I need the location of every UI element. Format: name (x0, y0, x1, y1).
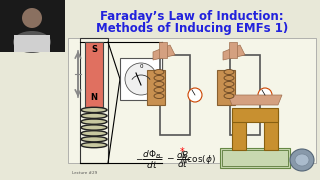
Ellipse shape (224, 93, 234, 98)
Text: Lecture #29: Lecture #29 (72, 171, 97, 175)
Bar (0, 52, 65, 180)
Ellipse shape (81, 131, 107, 136)
Ellipse shape (295, 154, 309, 166)
Ellipse shape (81, 125, 107, 130)
Text: Methods of Inducing EMFs 1): Methods of Inducing EMFs 1) (96, 22, 288, 35)
Bar (0, 0, 65, 52)
Bar (220, 148, 290, 168)
Bar (217, 70, 235, 105)
Circle shape (22, 8, 42, 28)
Bar (80, 38, 108, 163)
Bar (120, 58, 162, 100)
Ellipse shape (13, 31, 51, 53)
Text: N: N (91, 93, 98, 102)
Bar (222, 150, 288, 166)
Polygon shape (228, 95, 282, 105)
Circle shape (188, 88, 202, 102)
Polygon shape (153, 45, 175, 60)
Ellipse shape (224, 87, 234, 93)
Bar (230, 55, 260, 135)
Ellipse shape (290, 149, 314, 171)
Ellipse shape (81, 137, 107, 142)
Bar (147, 70, 165, 105)
Ellipse shape (224, 75, 234, 80)
Ellipse shape (224, 69, 234, 75)
Bar (85, 42, 103, 107)
Circle shape (258, 88, 272, 102)
Polygon shape (223, 45, 245, 60)
Text: 0: 0 (139, 64, 143, 69)
Ellipse shape (154, 69, 164, 75)
Text: $-\dfrac{d\Phi_B}{dt}$: $-\dfrac{d\Phi_B}{dt}$ (134, 149, 162, 171)
Bar (229, 42, 237, 58)
Bar (232, 110, 246, 150)
Ellipse shape (81, 113, 107, 118)
Ellipse shape (154, 75, 164, 80)
Text: $= -\dfrac{dB}{dt}$: $= -\dfrac{dB}{dt}$ (154, 150, 190, 170)
Circle shape (125, 63, 157, 95)
Bar (68, 38, 316, 163)
Bar (65, 0, 320, 180)
Ellipse shape (154, 87, 164, 93)
Bar (232, 108, 278, 122)
Ellipse shape (224, 82, 234, 87)
Ellipse shape (154, 93, 164, 98)
Bar (14, 35, 50, 52)
Bar (160, 55, 190, 135)
Ellipse shape (81, 107, 107, 112)
Text: Faraday’s Law of Induction:: Faraday’s Law of Induction: (100, 10, 284, 23)
Ellipse shape (154, 82, 164, 87)
Bar (264, 110, 278, 150)
Ellipse shape (81, 142, 107, 148)
Text: *: * (180, 147, 184, 157)
Text: $A\cos(\phi)$: $A\cos(\phi)$ (180, 154, 216, 166)
Ellipse shape (81, 119, 107, 124)
Text: S: S (91, 46, 97, 55)
Bar (159, 42, 167, 58)
